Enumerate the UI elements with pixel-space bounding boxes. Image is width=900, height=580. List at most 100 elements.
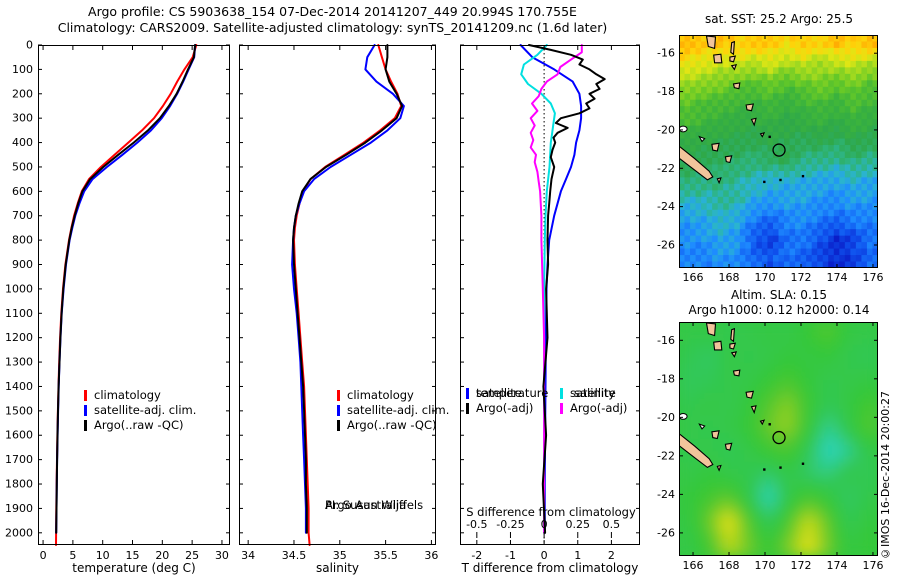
- temperature-axis-label: temperature (deg C): [72, 561, 196, 575]
- x-tick-label: 2: [608, 549, 615, 562]
- argo-position-marker: [772, 143, 786, 157]
- depth-label: 1100: [5, 307, 33, 320]
- credit-text: ©IMOS 16-Dec-2014 20:00:27: [879, 391, 892, 560]
- legend-label: satellite: [476, 386, 522, 400]
- legend-label: Argo(-adj): [476, 401, 534, 415]
- lat-label: -18: [657, 372, 675, 385]
- lat-label: -16: [657, 334, 675, 347]
- curve-argo-raw-qc-: [55, 44, 197, 534]
- s-tick-label: 0: [541, 518, 548, 531]
- depth-label: 1800: [5, 478, 33, 491]
- lon-label: 174: [826, 271, 847, 284]
- depth-label: 1400: [5, 380, 33, 393]
- curve-satellite-adj-clim-: [55, 44, 197, 534]
- lon-label: 172: [790, 559, 811, 572]
- x-tick-label: 5: [69, 549, 76, 562]
- curve-argo-adj-t: [528, 44, 606, 534]
- islet-dot: [763, 468, 766, 471]
- climatology-swatch: [337, 390, 340, 401]
- depth-label: 1900: [5, 502, 33, 515]
- lon-label: 176: [862, 271, 883, 284]
- legend-label: satellite-adj. clim.: [94, 403, 197, 417]
- annotation-line: Argo Australia: [325, 498, 407, 512]
- x-tick-label: 0: [40, 549, 47, 562]
- curve-argo-raw-qc-: [292, 44, 404, 534]
- depth-label: 0: [26, 39, 33, 52]
- satellite-clim-swatch: [84, 405, 87, 416]
- legend-label: Argo(..raw -QC): [347, 418, 437, 432]
- depth-label: 1500: [5, 404, 33, 417]
- legend-label: Argo(..raw -QC): [94, 418, 184, 432]
- lat-label: -24: [657, 200, 675, 213]
- depth-label: 1600: [5, 429, 33, 442]
- sdiff-legend: salinity satellite Argo(-adj): [560, 386, 627, 416]
- lon-label: 166: [683, 271, 704, 284]
- lon-label: 172: [790, 271, 811, 284]
- islands-layer: [679, 35, 805, 185]
- tdiff-legend-title: temperature: [476, 386, 549, 400]
- s-tick-label: 0.25: [566, 518, 591, 531]
- x-tick-label: 20: [155, 549, 169, 562]
- depth-label: 900: [12, 258, 33, 271]
- curve-satellite-s: [520, 44, 556, 534]
- lat-label: -26: [657, 238, 675, 251]
- lat-label: -26: [657, 526, 675, 539]
- legend-label: Argo(-adj): [570, 401, 628, 415]
- argo-t-swatch: [466, 403, 469, 414]
- islet-dot: [801, 174, 805, 178]
- lat-label: -22: [657, 162, 675, 175]
- sst-map-title: sat. SST: 25.2 Argo: 25.5: [704, 12, 854, 26]
- lon-label: 168: [719, 271, 740, 284]
- heatmap-layer: [679, 35, 878, 268]
- islet-dot: [779, 466, 782, 469]
- lon-label: 174: [826, 559, 847, 572]
- x-tick-label: 34: [241, 549, 255, 562]
- argo-position-marker: [772, 430, 786, 445]
- lat-label: -20: [657, 123, 675, 136]
- sst-map: 166 168 170 172 174 176 -16 -18 -20 -22 -24 -26: [657, 35, 883, 284]
- salinity-profile-panel: 34 34.5 35 35.5 36: [239, 44, 438, 562]
- temperature-profile-panel: 0 5 10 15 20 25 300100200300400500600700800900…: [5, 39, 230, 562]
- panel-border: [460, 45, 640, 545]
- argo-swatch: [84, 420, 87, 431]
- lat-label: -22: [657, 449, 675, 462]
- lon-label: 176: [862, 559, 883, 572]
- satellite-s-swatch: [560, 388, 563, 399]
- s-tick-label: 0.5: [603, 518, 621, 531]
- x-tick-label: 30: [215, 549, 229, 562]
- depth-label: 500: [12, 160, 33, 173]
- x-tick-label: 1: [574, 549, 581, 562]
- figure-subtitle: Climatology: CARS2009. Satellite-adjuste…: [57, 20, 608, 35]
- map-border: [679, 322, 878, 556]
- legend-label: climatology: [94, 388, 161, 402]
- legend-label: climatology: [347, 388, 414, 402]
- panel-border: [239, 45, 436, 545]
- sdiff-legend-title: salinity: [574, 386, 616, 400]
- depth-label: 1000: [5, 282, 33, 295]
- depth-label: 300: [12, 112, 33, 125]
- depth-label: 400: [12, 136, 33, 149]
- depth-label: 1200: [5, 331, 33, 344]
- depth-label: 700: [12, 209, 33, 222]
- depth-label: 100: [12, 63, 33, 76]
- sla-map-subtitle: Argo h1000: 0.12 h2000: 0.14: [688, 303, 870, 317]
- x-tick-label: 10: [96, 549, 110, 562]
- islet-dot: [768, 423, 771, 426]
- x-tick-label: 35: [333, 549, 347, 562]
- argo-s-swatch: [560, 403, 563, 414]
- lon-label: 166: [683, 559, 704, 572]
- x-tick-label: 15: [126, 549, 140, 562]
- argo-swatch: [337, 420, 340, 431]
- legend-label: satellite: [570, 386, 616, 400]
- heatmap-layer: [679, 322, 878, 556]
- depth-label: 1300: [5, 356, 33, 369]
- satellite-t-swatch: [466, 388, 469, 399]
- depth-label: 2000: [5, 526, 33, 539]
- lon-label: 170: [755, 559, 776, 572]
- lon-label: 170: [755, 271, 776, 284]
- islands-layer: [679, 322, 805, 472]
- s-axis-label: S difference from climatology: [466, 505, 636, 519]
- annotation-line: PI: Susan Wijffels: [325, 498, 424, 512]
- figure-title: Argo profile: CS 5903638_154 07-Dec-2014…: [88, 4, 577, 19]
